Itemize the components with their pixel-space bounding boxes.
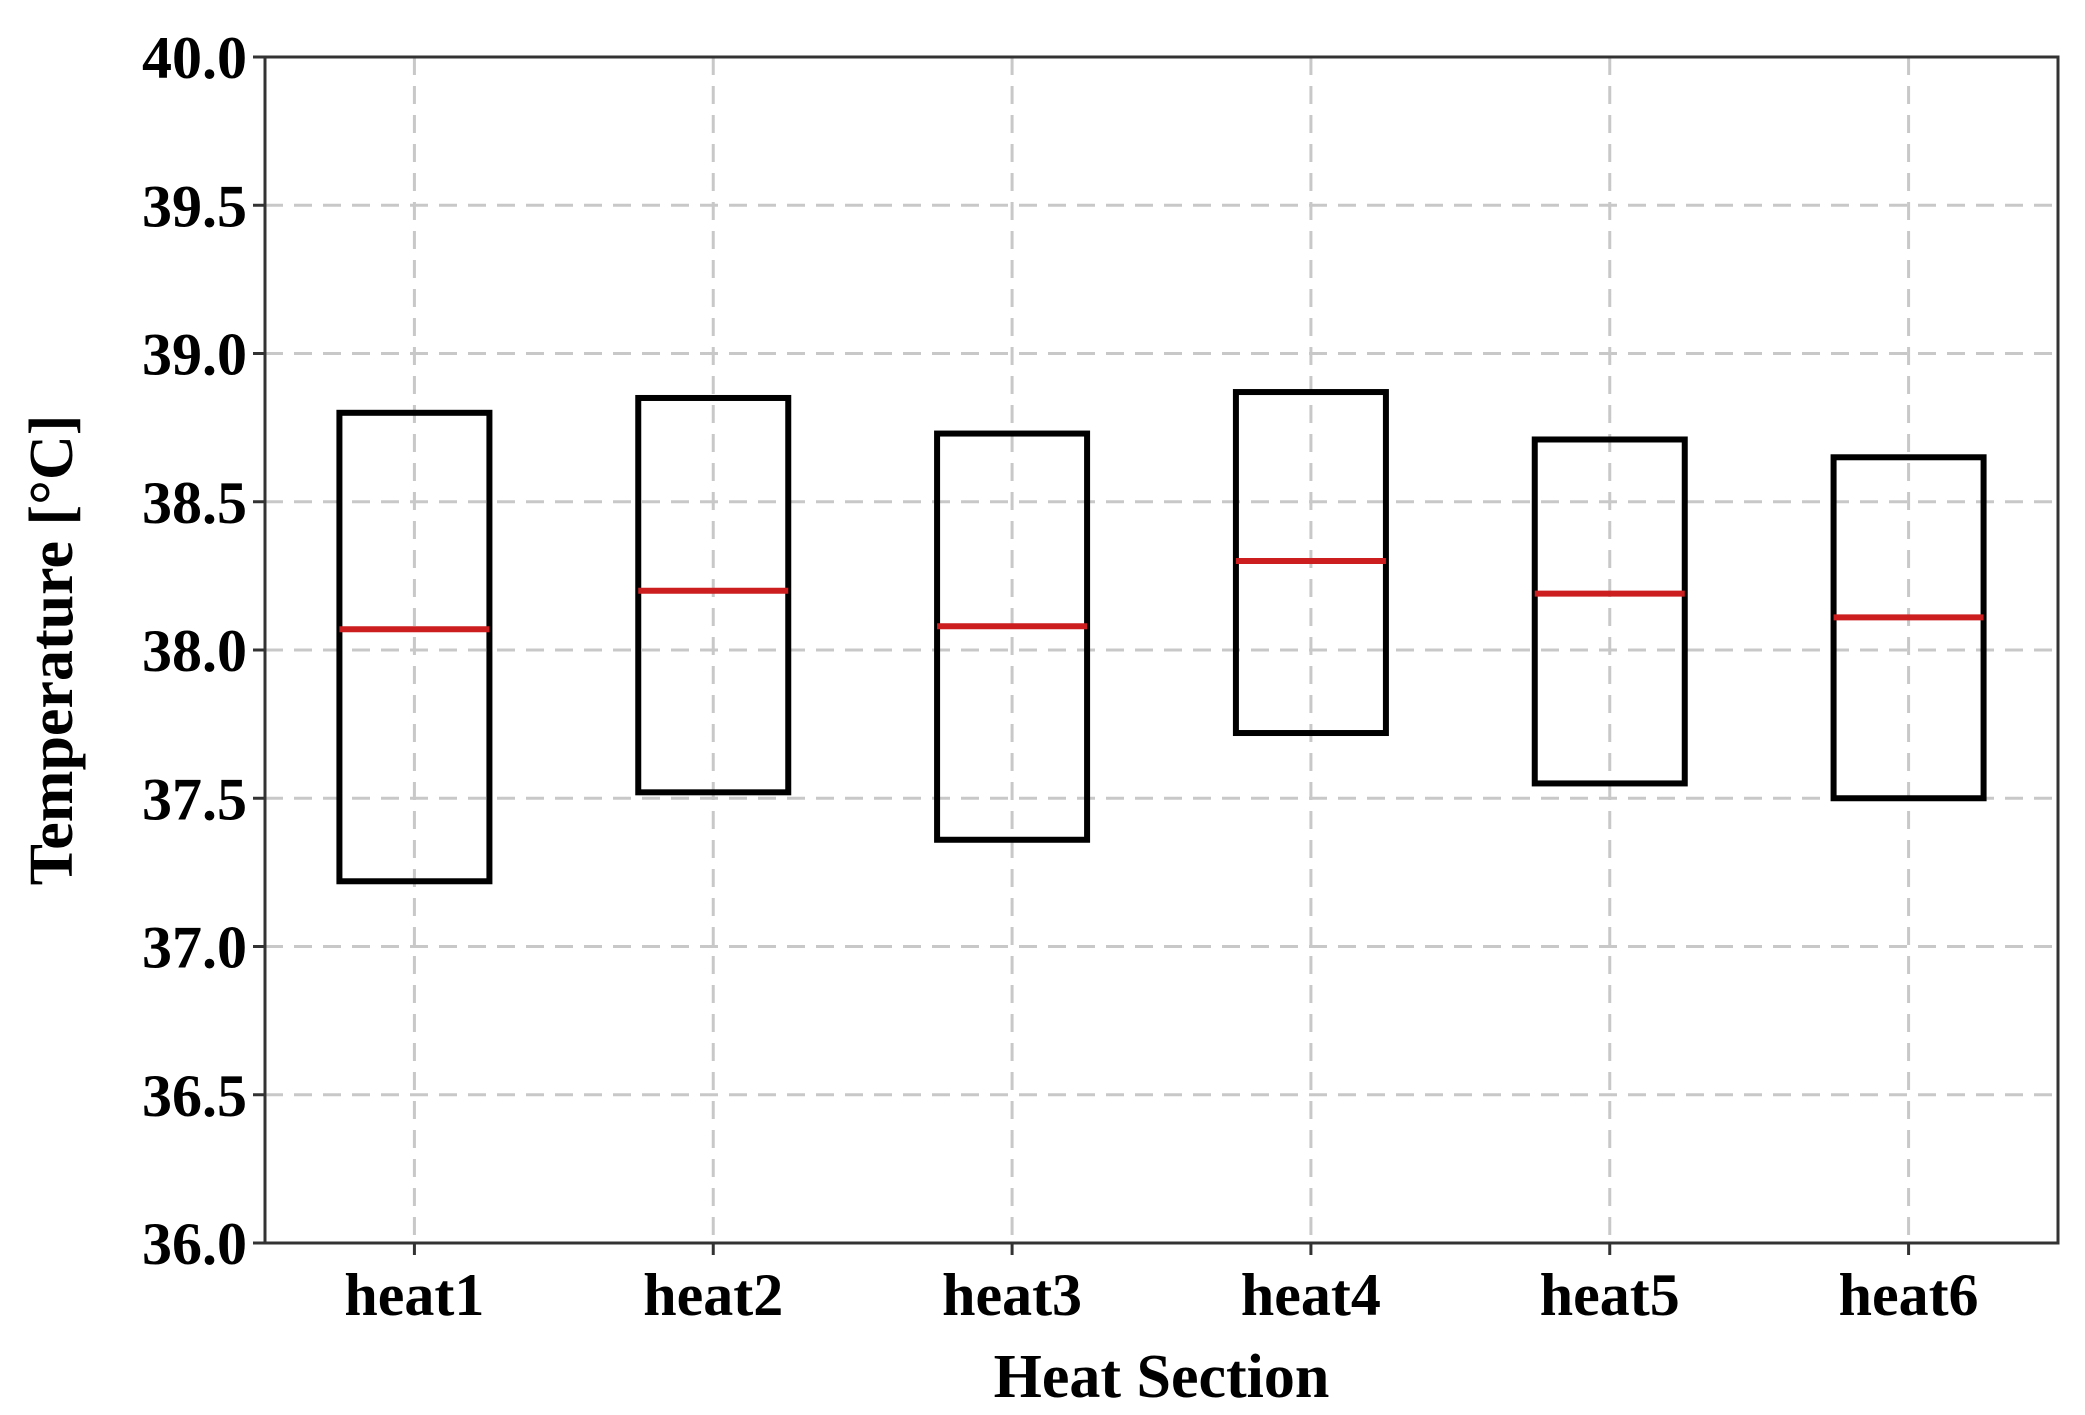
- y-tick-label-1: 36.5: [142, 1063, 247, 1129]
- y-axis-label: Temperature [°C]: [18, 415, 86, 886]
- x-tick-label-heat1: heat1: [344, 1262, 484, 1328]
- x-axis-ticks: heat1 heat2 heat3 heat4 heat5 heat6: [344, 1243, 1979, 1328]
- x-tick-label-heat2: heat2: [643, 1262, 783, 1328]
- x-tick-label-heat4: heat4: [1241, 1262, 1381, 1328]
- y-tick-label-3: 37.5: [142, 766, 247, 832]
- x-tick-label-heat6: heat6: [1839, 1262, 1979, 1328]
- boxes: [336, 389, 1987, 885]
- box-heat2: [635, 394, 792, 796]
- y-tick-label-6: 39.0: [142, 322, 247, 388]
- y-tick-label-0: 36.0: [142, 1211, 247, 1277]
- y-tick-label-4: 38.0: [142, 618, 247, 684]
- box-heat3: [934, 430, 1091, 843]
- box-heat5: [1531, 436, 1688, 787]
- gridlines: [265, 55, 2058, 1245]
- y-tick-label-5: 38.5: [142, 470, 247, 536]
- y-tick-label-8: 40.0: [142, 25, 247, 91]
- y-tick-label-7: 39.5: [142, 173, 247, 239]
- x-tick-label-heat5: heat5: [1540, 1262, 1680, 1328]
- x-tick-label-heat3: heat3: [942, 1262, 1082, 1328]
- x-axis-label: Heat Section: [994, 1343, 1330, 1411]
- box-heat6: [1830, 454, 1987, 802]
- y-tick-label-2: 37.0: [142, 915, 247, 981]
- y-axis-ticks: 36.0 36.5 37.0 37.5 38.0 38.5 39.0 39.5 40.0: [142, 25, 265, 1277]
- box-heat1: [336, 409, 493, 885]
